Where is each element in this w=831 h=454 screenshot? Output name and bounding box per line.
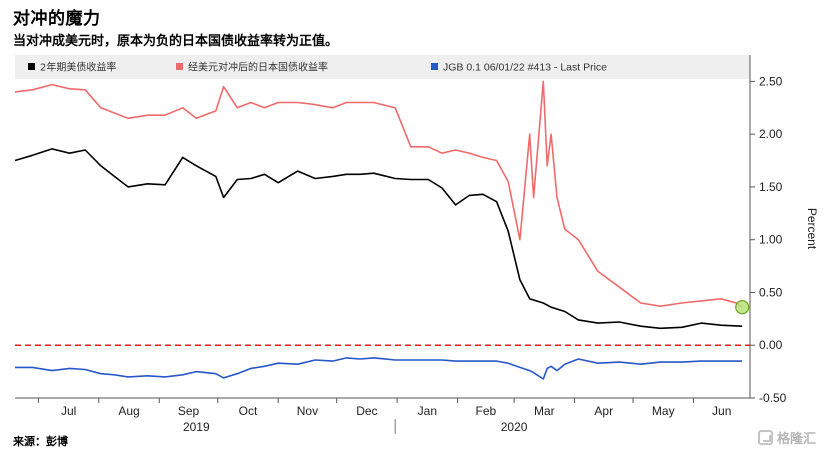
y-axis-title: Percent [805, 208, 819, 250]
hedged-jgb-yield-line [14, 80, 743, 308]
x-tick-label: Sep [178, 404, 200, 418]
us2y-yield-line [14, 148, 743, 330]
y-tick-label: 2.50 [759, 74, 783, 88]
watermark-logo-icon [758, 430, 773, 445]
legend-swatch [176, 63, 183, 70]
watermark: 格隆汇 [758, 428, 816, 447]
x-year-label: 2020 [501, 420, 528, 434]
legend-swatch [431, 63, 438, 70]
chart-subtitle: 当对冲成美元时，原本为负的日本国债收益率转为正值。 [13, 34, 339, 49]
x-tick-label: Feb [475, 404, 496, 418]
y-tick-label: 2.00 [759, 127, 783, 141]
x-year-label: 2019 [183, 420, 210, 434]
y-tick-label: 1.00 [759, 233, 783, 247]
legend-swatch [28, 63, 35, 70]
x-tick-label: Mar [534, 404, 555, 418]
legend-label: JGB 0.1 06/01/22 #413 - Last Price [443, 62, 607, 74]
last-value-marker [735, 300, 750, 315]
watermark-text: 格隆汇 [777, 432, 817, 447]
source-note: 来源：彭博 [13, 435, 68, 448]
x-tick-label: Jun [712, 404, 731, 418]
y-tick-label: -0.50 [759, 391, 787, 405]
jgb-price-line [15, 357, 743, 380]
x-tick-label: Apr [594, 404, 613, 418]
legend-background [15, 55, 750, 79]
x-tick-label: Oct [239, 404, 258, 418]
y-tick-label: 1.50 [759, 180, 783, 194]
x-tick-label: Nov [297, 404, 318, 418]
chart-title: 对冲的魔力 [13, 9, 101, 29]
x-tick-label: May [652, 404, 675, 418]
x-tick-label: Jul [61, 404, 76, 418]
x-tick-label: Dec [356, 404, 377, 418]
y-tick-label: 0.50 [759, 285, 783, 299]
legend-label: 经美元对冲后的日本国债收益率 [188, 61, 328, 74]
y-tick-label: 0.00 [759, 338, 783, 352]
legend-label: 2年期美债收益率 [40, 61, 116, 74]
x-tick-label: Jan [418, 404, 437, 418]
x-tick-label: Aug [118, 404, 139, 418]
